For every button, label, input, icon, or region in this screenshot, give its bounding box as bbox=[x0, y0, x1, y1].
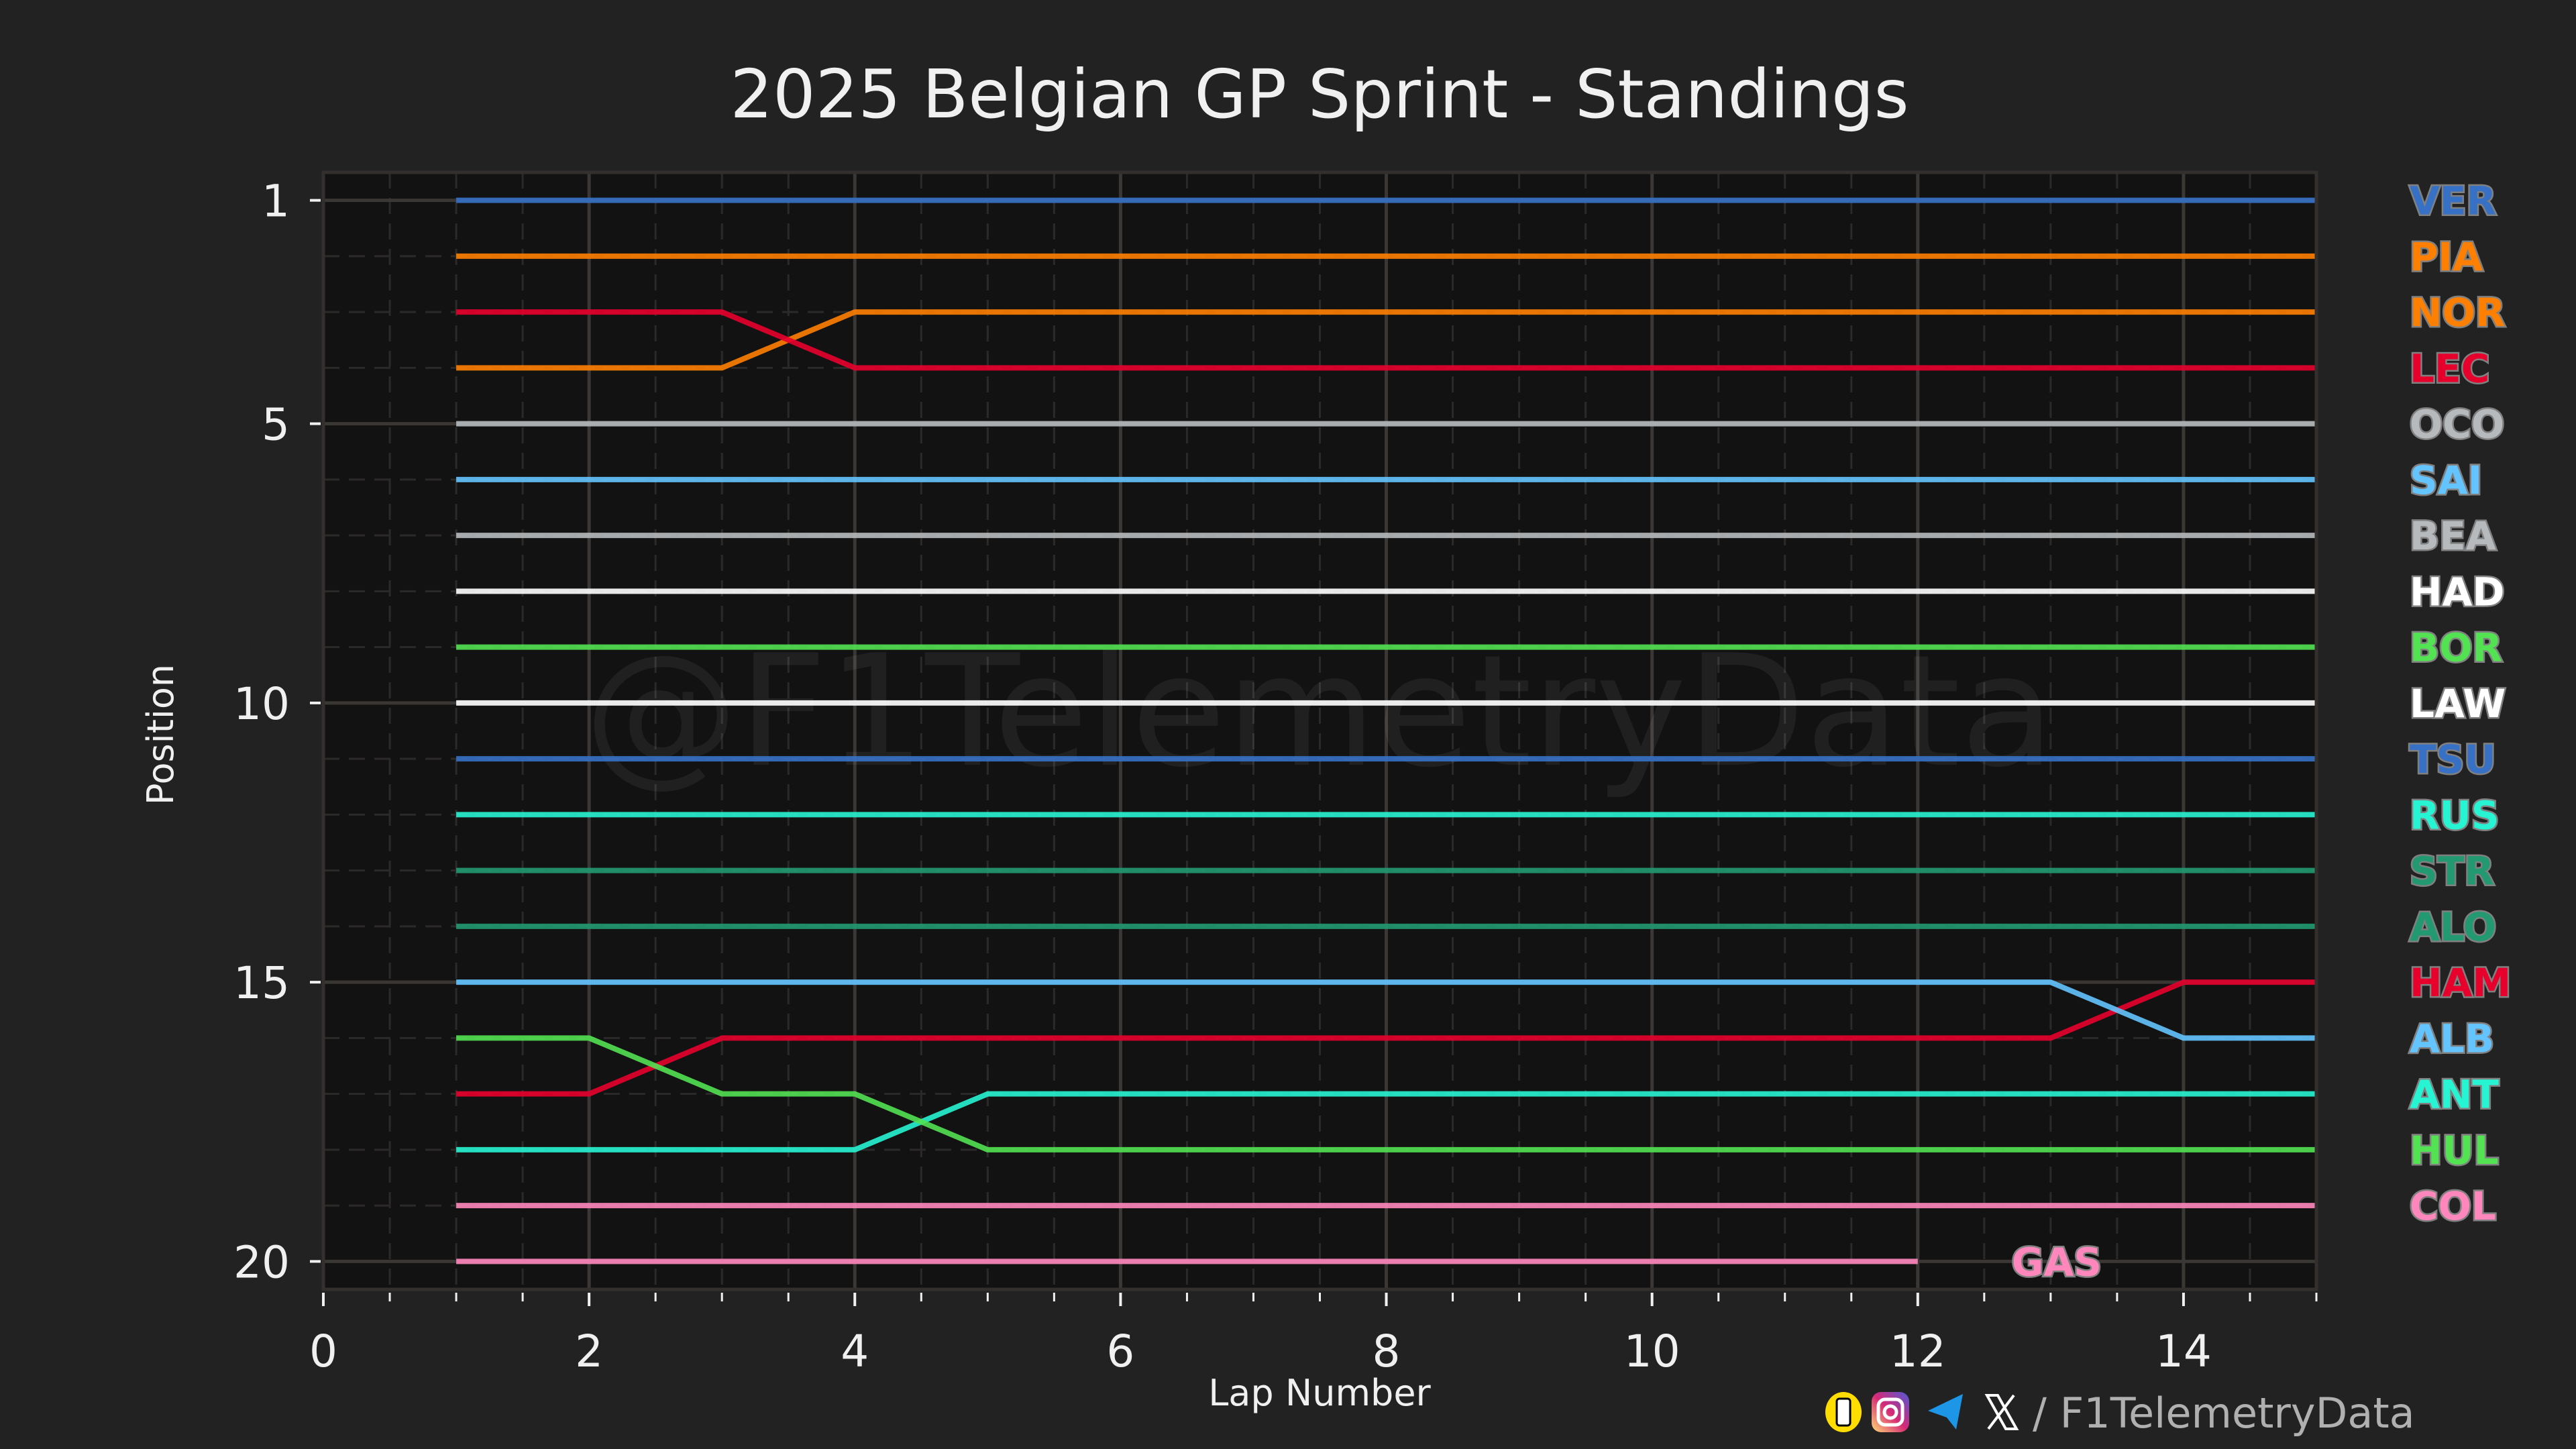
legend-label-pia: PIA bbox=[2410, 234, 2483, 280]
dnf-label-gas: GAS bbox=[2012, 1239, 2102, 1285]
series-lines bbox=[456, 197, 2316, 1265]
legend-label-bea: BEA bbox=[2410, 513, 2496, 559]
y-axis-label: Position bbox=[140, 664, 182, 805]
chart-title: 2025 Belgian GP Sprint - Standings bbox=[730, 55, 1909, 133]
legend-label-nor: NOR bbox=[2410, 290, 2506, 335]
plot-frame bbox=[321, 170, 2318, 1291]
series-line-ham bbox=[456, 979, 2316, 1097]
x-tick-label: 10 bbox=[1624, 1326, 1680, 1377]
legend-label-bor: BOR bbox=[2410, 625, 2502, 671]
legend-label-lec: LEC bbox=[2410, 345, 2489, 391]
x-tick-label: 4 bbox=[841, 1326, 869, 1377]
x-tick-label: 2 bbox=[575, 1326, 603, 1377]
legend-label-ver: VER bbox=[2410, 178, 2496, 224]
x-tick-label: 12 bbox=[1890, 1326, 1946, 1377]
footer-handle[interactable]: / F1TelemetryData bbox=[2033, 1389, 2415, 1438]
legend-label-ant: ANT bbox=[2410, 1072, 2499, 1118]
series-line-lec bbox=[456, 309, 2316, 371]
y-tick-label: 5 bbox=[262, 399, 290, 451]
y-tick-label: 1 bbox=[262, 176, 290, 227]
legend-label-str: STR bbox=[2410, 849, 2494, 894]
series-line-alb bbox=[456, 979, 2316, 1041]
legend-label-sai: SAI bbox=[2410, 458, 2482, 503]
series-line-hul bbox=[456, 1035, 2316, 1152]
legend-label-rus: RUS bbox=[2410, 792, 2500, 838]
legend-label-col: COL bbox=[2410, 1183, 2496, 1229]
series-line-ant bbox=[456, 1091, 2316, 1152]
legend-label-alo: ALO bbox=[2410, 904, 2496, 950]
x-tick-label: 14 bbox=[2155, 1326, 2212, 1377]
instagram-icon[interactable] bbox=[1872, 1392, 1909, 1432]
y-tick-label: 20 bbox=[233, 1236, 290, 1288]
legend-label-tsu: TSU bbox=[2410, 737, 2496, 782]
footer: / F1TelemetryData bbox=[1825, 1389, 2415, 1438]
legend-label-oco: OCO bbox=[2410, 402, 2504, 447]
watermark: @F1TelemetryData bbox=[584, 623, 2055, 802]
legend: VER PIA NOR LEC OCO SAI BEA HAD BOR LAW TSU RUS STR A… bbox=[2010, 176, 2512, 1287]
legend-label-alb: ALB bbox=[2410, 1016, 2494, 1061]
x-tick-label: 6 bbox=[1106, 1326, 1134, 1377]
legend-label-ham: HAM bbox=[2410, 960, 2511, 1006]
x-tick-label: 0 bbox=[309, 1326, 337, 1377]
kofi-icon[interactable] bbox=[1825, 1392, 1862, 1432]
telegram-icon[interactable] bbox=[1928, 1394, 1963, 1430]
y-tick-label: 10 bbox=[233, 678, 290, 730]
y-tick-label: 15 bbox=[233, 957, 290, 1009]
legend-label-had: HAD bbox=[2410, 569, 2505, 614]
x-axis-label: Lap Number bbox=[1208, 1372, 1431, 1414]
legend-label-hul: HUL bbox=[2410, 1128, 2499, 1173]
x-tick-label: 8 bbox=[1373, 1326, 1401, 1377]
series-line-nor bbox=[456, 309, 2316, 371]
x-icon[interactable] bbox=[1984, 1394, 2019, 1430]
legend-label-law: LAW bbox=[2410, 681, 2506, 727]
